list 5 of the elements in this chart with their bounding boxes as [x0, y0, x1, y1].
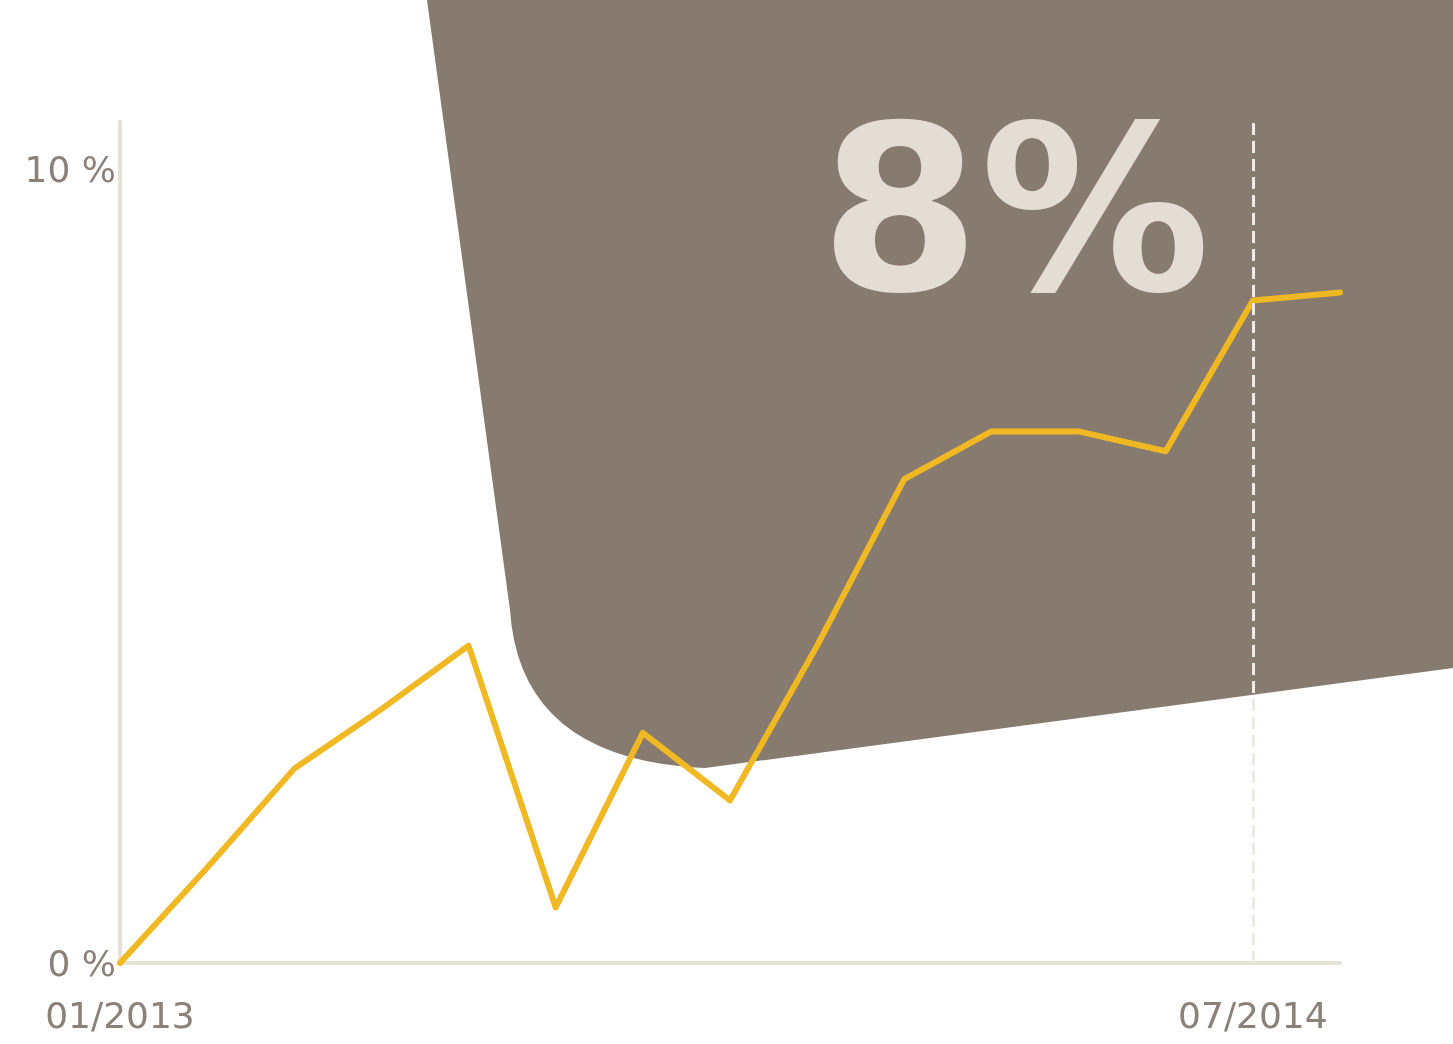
x-tick-label: 01/2013 [45, 994, 195, 1036]
y-tick-label: 0 % [47, 942, 116, 984]
x-tick-label: 07/2014 [1178, 994, 1328, 1036]
annotation: 8% [820, 76, 1211, 344]
y-tick-label: 10 % [24, 149, 116, 191]
